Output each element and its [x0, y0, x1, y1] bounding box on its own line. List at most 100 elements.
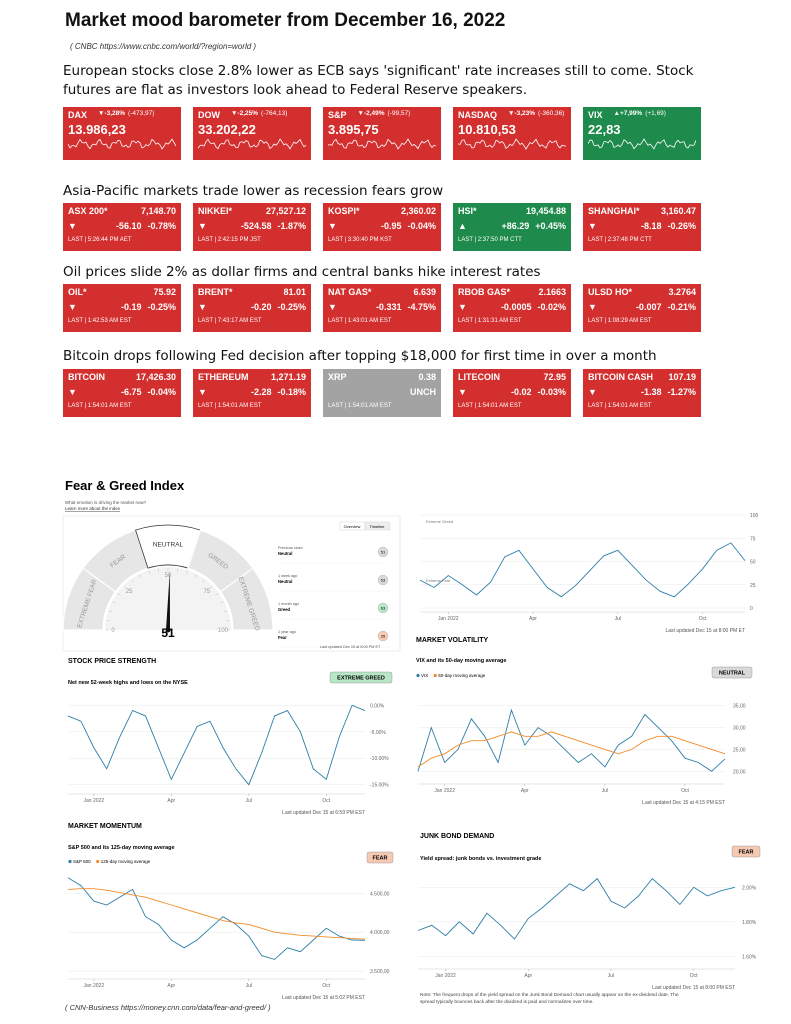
ticker-name: NAT GAS*	[328, 287, 372, 297]
ticker-change: (-360,36)	[538, 110, 565, 117]
sparkline-path	[457, 138, 567, 150]
gauge-value: 51	[161, 626, 175, 640]
panel-border	[62, 515, 401, 652]
y-tick-label: -15.00%	[370, 783, 389, 789]
x-tick-label: Oct	[690, 973, 698, 979]
tile-row: OIL* 75.92 ▼ -0.19 -0.25% LAST | 1:42:53 AM E…	[63, 284, 701, 332]
data-line	[67, 877, 366, 960]
ticker-tile: KOSPI* 2,360.02 ▼ -0.95 -0.04% LAST | 3:30:40…	[323, 203, 441, 251]
chart-subtitle: Net new 52-week highs and lows on the NY…	[68, 680, 188, 686]
ticker-name: KOSPI*	[328, 206, 360, 216]
change-group: UNCH	[410, 387, 436, 397]
gauge-tick	[220, 601, 224, 604]
ticker-name: BITCOIN CASH	[588, 372, 653, 382]
ticker-pct: ▼-3,28%	[98, 110, 126, 117]
ticker-pct: -4.75%	[407, 302, 436, 312]
gauge-tick	[224, 610, 228, 613]
ticker-value: 1,271.19	[270, 372, 306, 382]
tile-change: ▼ -0.20 -0.25%	[198, 302, 306, 312]
ticker-name: NASDAQ	[458, 110, 498, 120]
change-group: -0.19 -0.25%	[121, 302, 176, 312]
x-tick-label: Jan 2022	[84, 798, 105, 804]
ticker-value: 17,426.30	[135, 372, 176, 382]
tile-change: ▼ -0.95 -0.04%	[328, 221, 436, 231]
ticker-tile: OIL* 75.92 ▼ -0.19 -0.25% LAST | 1:42:53 AM E…	[63, 284, 181, 332]
footer-source: ( CNN-Business https://money.cnn.com/dat…	[65, 1003, 271, 1012]
tile-head: DAX ▼-3,28% (-473,97)	[68, 110, 176, 120]
history-value: 51	[381, 550, 386, 555]
ticker-value: 13.986,23	[68, 122, 126, 137]
history-badge	[377, 546, 389, 558]
y-tick-label: 50	[750, 560, 756, 566]
updated: Last updated Dec 15 at 6:59 PM EST	[282, 810, 365, 816]
tile-change: ▼ -0.02 -0.03%	[458, 387, 566, 397]
history-badge	[377, 574, 389, 586]
ticker-pct: -1.27%	[667, 387, 696, 397]
rating-badge	[711, 666, 753, 679]
ticker-value: 107.19	[668, 372, 696, 382]
zone-label: NEUTRAL	[153, 542, 184, 549]
chart-subtitle: S&P 500 and its 125-day moving average	[68, 845, 175, 851]
x-tick-label: Jul	[602, 788, 608, 794]
tile-head: ULSD HO* 3.2764	[588, 287, 696, 297]
ticker-name: ASX 200*	[68, 206, 108, 216]
ticker-arrow: ▼	[68, 221, 77, 231]
gauge-tick-label: 0	[111, 628, 115, 634]
ticker-value: 33.202,22	[198, 122, 256, 137]
sparkline	[587, 138, 697, 150]
ticker-tile: ASX 200* 7,148.70 ▼ -56.10 -0.78% LAST | 5:26…	[63, 203, 181, 251]
gauge-tick	[112, 601, 116, 604]
ticker-change: -2.28	[250, 387, 272, 397]
change-group: -2.28 -0.18%	[251, 387, 306, 397]
gauge-zone	[219, 567, 274, 631]
page-title: Market mood barometer from December 16, …	[65, 10, 506, 31]
y-tick-label: 30,00	[733, 726, 746, 732]
gauge-inner	[105, 567, 231, 630]
ticker-arrow: ▼	[328, 221, 337, 231]
data-line	[419, 542, 746, 598]
ticker-name: ETHEREUM	[198, 372, 249, 382]
change-group: -0.0005 -0.02%	[501, 302, 566, 312]
rating-label: EXTREME GREED	[337, 676, 385, 682]
change-group: -0.02 -0.03%	[511, 387, 566, 397]
ticker-name: RBOB GAS*	[458, 287, 511, 297]
annotation: Extreme Greed	[426, 519, 453, 524]
ticker-arrow: ▼	[198, 221, 207, 231]
history-badge	[377, 630, 389, 642]
data-line	[67, 888, 366, 940]
ticker-arrow: ▼	[458, 302, 467, 312]
ticker-arrow: ▼	[68, 302, 77, 312]
x-tick-label: Jan 2022	[435, 973, 456, 979]
x-tick-label: Jan 2022	[438, 616, 459, 622]
ticker-pct: ▼-3,23%	[508, 110, 536, 117]
y-tick-label: -5.00%	[370, 730, 386, 736]
ticker-arrow: ▼	[588, 302, 597, 312]
ticker-change: -6.75	[120, 387, 142, 397]
ticker-value: 3.2764	[668, 287, 696, 297]
gauge-tick-label: 25	[126, 589, 133, 595]
ticker-pct: -0.02%	[537, 302, 566, 312]
x-tick-label: Oct	[699, 616, 707, 622]
ticker-name: BRENT*	[198, 287, 233, 297]
tab-label: Overview	[344, 524, 361, 529]
rating-label: NEUTRAL	[719, 671, 746, 677]
ticker-pct: ▲+7,99%	[613, 110, 643, 117]
tile-head: ASX 200* 7,148.70	[68, 206, 176, 216]
history-value: 63	[381, 606, 386, 611]
tile-row: ASX 200* 7,148.70 ▼ -56.10 -0.78% LAST | 5:26…	[63, 203, 701, 251]
ticker-tile: SHANGHAI* 3,160.47 ▼ -8.18 -0.26% LAST | 2:37…	[583, 203, 701, 251]
ticker-tile: BRENT* 81.01 ▼ -0.20 -0.25% LAST | 7:43:17 AM…	[193, 284, 311, 332]
tile-change: ▼ -0.331 -4.75%	[328, 302, 436, 312]
tile-change: ▼ -0.007 -0.21%	[588, 302, 696, 312]
y-tick-label: 2.00%	[742, 885, 757, 891]
ticker-time: LAST | 2:42:15 PM JST	[198, 237, 261, 243]
gauge-tick	[139, 574, 142, 578]
ticker-tile: NAT GAS* 6.639 ▼ -0.331 -4.75% LAST | 1:43:01…	[323, 284, 441, 332]
rating-badge	[731, 845, 761, 858]
source: ( CNBC https://www.cnbc.com/world/?regio…	[70, 42, 257, 51]
history-value: 53	[381, 578, 386, 583]
gauge-tick	[108, 610, 112, 613]
headline: Asia-Pacific markets trade lower as rece…	[63, 183, 444, 199]
updated: Last updated Dec 15 at 8:00 PM EST	[652, 985, 735, 991]
